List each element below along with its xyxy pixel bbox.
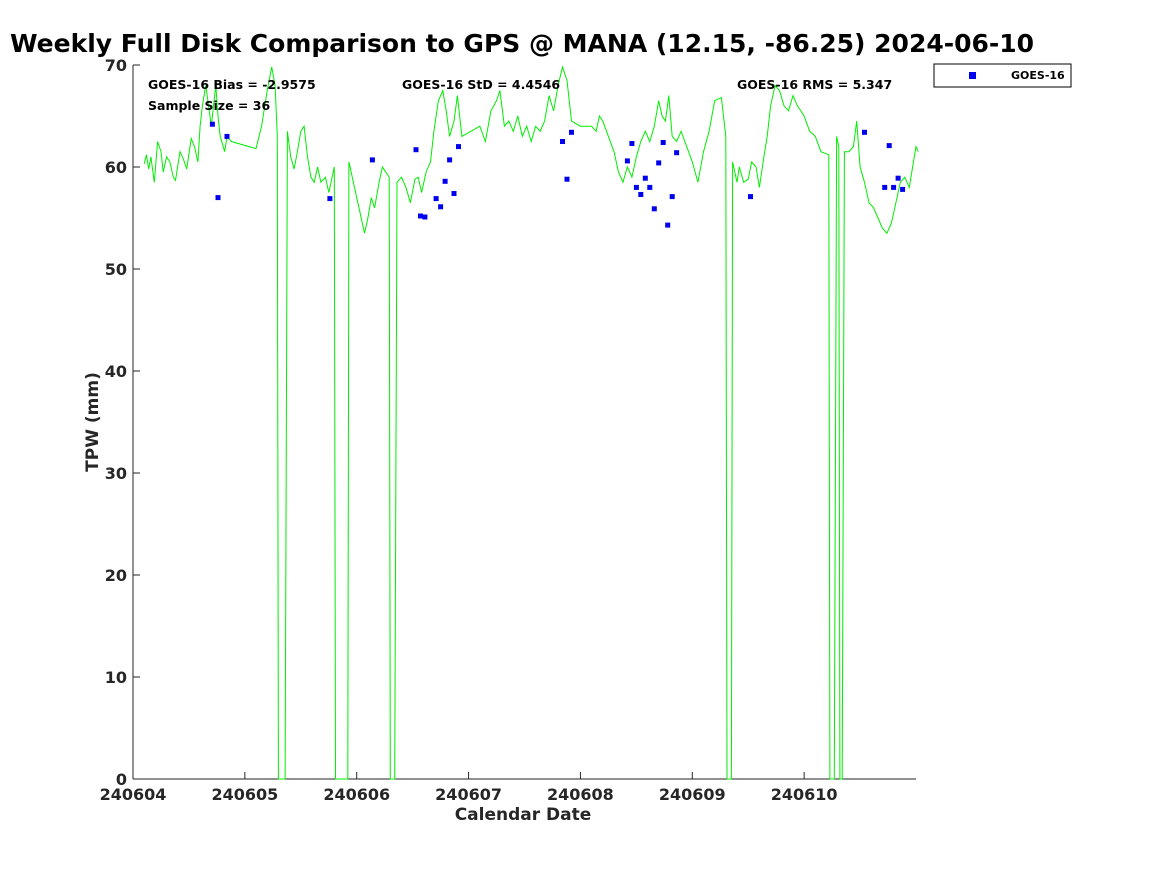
goes16-point xyxy=(215,195,221,201)
x-tick-label: 240607 xyxy=(435,785,502,804)
x-tick-label: 240610 xyxy=(771,785,838,804)
std-annotation: GOES-16 StD = 4.4546 xyxy=(402,77,560,92)
x-tick-label: 240608 xyxy=(547,785,614,804)
goes16-point xyxy=(624,158,630,164)
goes16-point xyxy=(638,192,644,197)
gps-series-line xyxy=(143,65,919,780)
rms-annotation: GOES-16 RMS = 5.347 xyxy=(737,77,892,92)
goes16-point xyxy=(669,194,675,200)
goes16-point xyxy=(665,222,671,228)
goes16-point xyxy=(891,184,897,190)
y-tick-label: 20 xyxy=(105,566,127,585)
y-axis-label: TPW (mm) xyxy=(83,372,103,472)
goes16-point xyxy=(656,160,662,166)
x-tick-label: 240605 xyxy=(211,785,278,804)
series-layer xyxy=(143,65,919,780)
goes16-point xyxy=(642,175,648,181)
goes16-point xyxy=(660,140,666,145)
goes16-point xyxy=(633,184,639,190)
y-tick-label: 10 xyxy=(105,668,127,687)
goes16-point xyxy=(862,129,867,135)
goes16-point xyxy=(651,206,657,212)
x-tick-label: 240604 xyxy=(100,785,167,804)
goes16-point xyxy=(438,204,444,210)
goes16-point xyxy=(327,196,333,202)
y-tick-label: 0 xyxy=(116,770,127,789)
goes16-point xyxy=(564,176,570,182)
goes16-point xyxy=(224,133,230,139)
y-tick-label: 60 xyxy=(105,158,127,177)
goes16-point xyxy=(447,157,453,163)
legend-marker-goes16 xyxy=(969,72,976,79)
legend-box xyxy=(933,63,1072,88)
x-tick-label: 240606 xyxy=(323,785,390,804)
y-tick-label: 30 xyxy=(105,464,127,483)
goes16-point xyxy=(209,121,215,127)
x-axis-label: Calendar Date xyxy=(455,805,592,825)
y-tick-label: 40 xyxy=(105,362,127,381)
y-ticks: 0 10 20 30 40 50 60 70 xyxy=(105,56,140,789)
goes16-point xyxy=(674,150,680,156)
goes16-point xyxy=(456,144,461,150)
x-tick-label: 240609 xyxy=(659,785,726,804)
goes16-point xyxy=(413,147,419,153)
chart-title: Weekly Full Disk Comparison to GPS @ MAN… xyxy=(10,29,1034,58)
goes16-point xyxy=(900,186,906,192)
goes16-point xyxy=(560,139,565,144)
goes16-point xyxy=(748,194,753,200)
legend: GOES-16 xyxy=(933,63,1072,88)
goes16-point xyxy=(886,143,892,149)
y-tick-label: 70 xyxy=(105,56,127,75)
goes16-point xyxy=(629,141,635,146)
sample-size-annotation: Sample Size = 36 xyxy=(148,98,270,113)
goes16-point xyxy=(882,184,888,190)
y-tick-label: 50 xyxy=(105,260,127,279)
goes16-point xyxy=(418,213,423,219)
goes16-point xyxy=(369,157,375,163)
legend-label-goes16: GOES-16 xyxy=(1011,69,1065,82)
goes16-point xyxy=(442,178,448,184)
goes16-point xyxy=(895,175,901,181)
goes16-point xyxy=(422,214,428,220)
bias-annotation: GOES-16 Bias = -2.9575 xyxy=(148,77,316,92)
goes16-point xyxy=(433,196,439,202)
goes16-point xyxy=(569,129,574,135)
goes16-point xyxy=(451,191,457,196)
x-ticks: 240604 240605 240606 240607 240608 240609 2406… xyxy=(100,772,838,804)
goes16-point xyxy=(647,184,653,190)
plot-area xyxy=(133,65,916,779)
